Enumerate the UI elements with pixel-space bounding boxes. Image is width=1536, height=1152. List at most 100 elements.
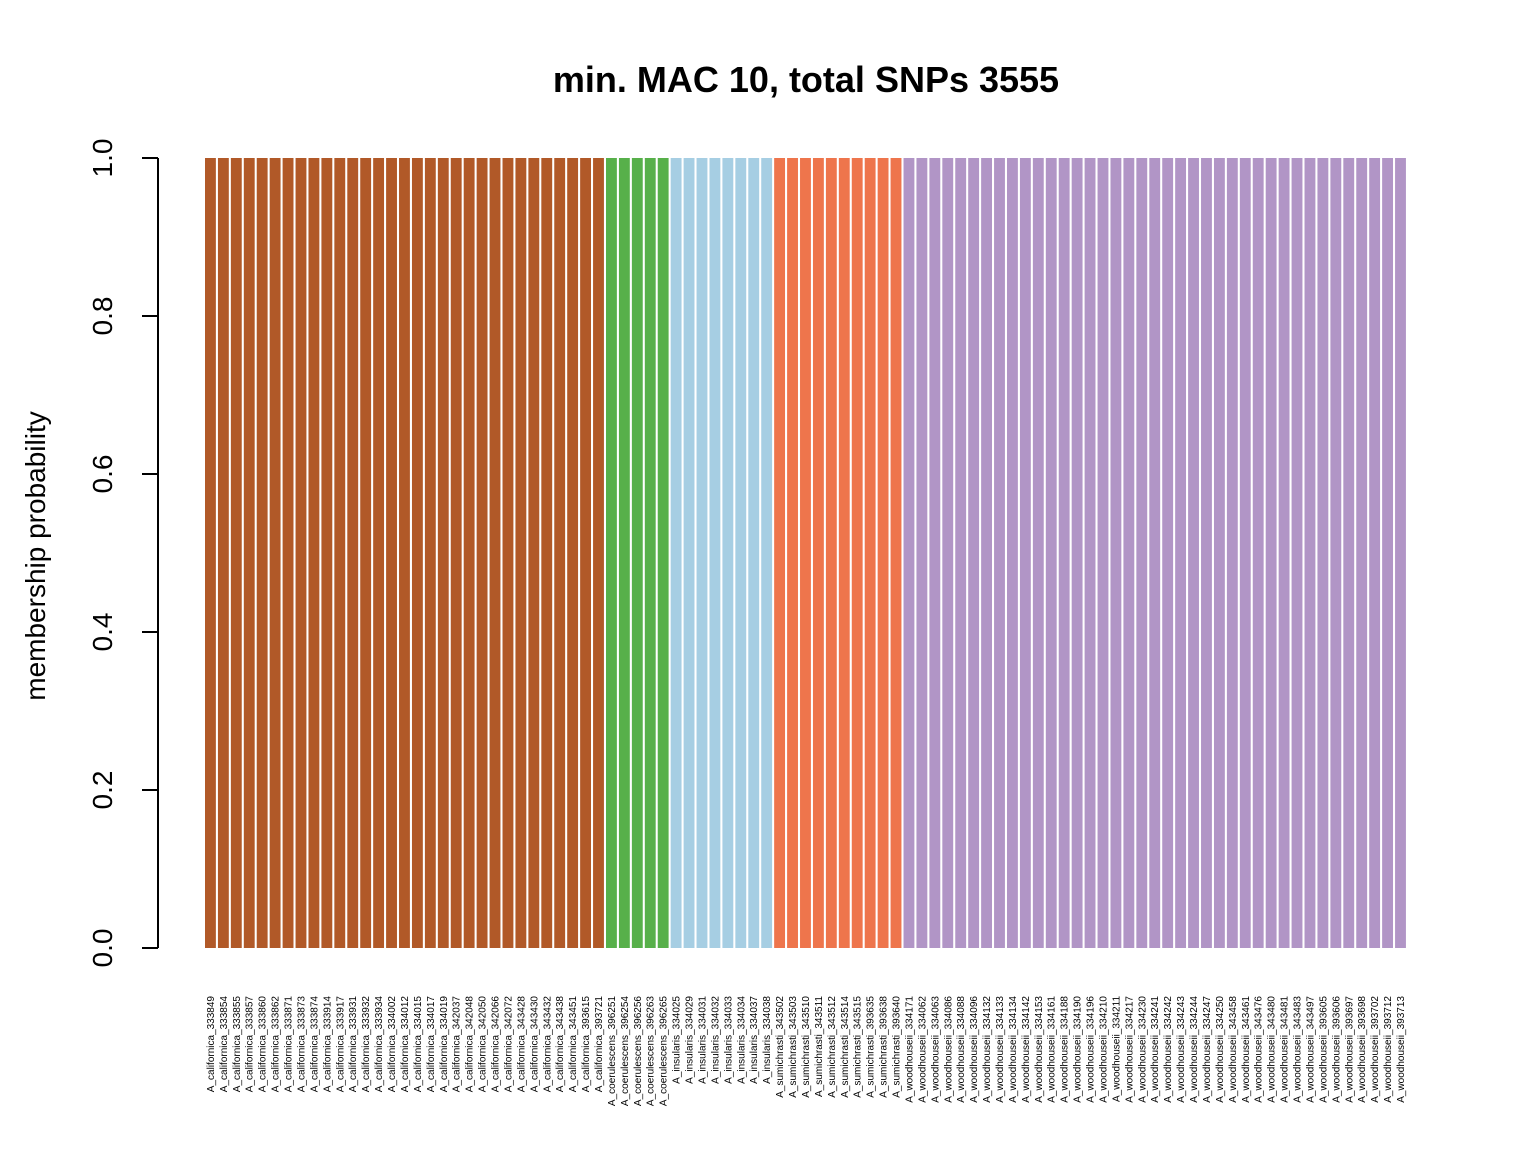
bar-A_woodhouseii_334063 (929, 158, 941, 948)
x-tick-label: A_insularis_334031 (697, 996, 708, 1084)
x-tick-label: A_woodhouseii_334161 (1047, 996, 1058, 1103)
bar-A_insularis_334038 (761, 158, 773, 948)
x-tick-label: A_californica_342072 (503, 996, 514, 1093)
y-tick-label: 0.4 (87, 613, 118, 652)
bar-A_californica_333855 (230, 158, 242, 948)
bar-A_woodhouseii_334134 (1007, 158, 1018, 948)
x-tick-label: A_californica_333871 (284, 996, 295, 1093)
x-tick-label: A_woodhouseii_393605 (1318, 996, 1329, 1103)
x-tick-label: A_californica_343438 (555, 996, 566, 1093)
bar-A_woodhouseii_334241 (1149, 158, 1161, 948)
bar-A_woodhouseii_393605 (1317, 158, 1329, 948)
x-tick-label: A_woodhouseii_334244 (1189, 996, 1200, 1103)
x-tick-label: A_woodhouseii_334133 (995, 996, 1006, 1103)
x-tick-label: A_woodhouseii_334142 (1021, 996, 1032, 1103)
bar-A_woodhouseii_334244 (1188, 158, 1199, 948)
x-tick-label: A_sumichrasti_393635 (866, 996, 877, 1098)
bar-A_coerulescens_396265 (657, 158, 669, 948)
x-tick-label: A_californica_342066 (491, 996, 502, 1093)
bar-A_sumichrasti_343502 (774, 158, 786, 948)
x-tick-label: A_sumichrasti_343511 (814, 996, 825, 1097)
y-tick-label: 1.0 (87, 139, 118, 178)
x-tick-label: A_woodhouseii_393606 (1331, 996, 1342, 1103)
bar-A_woodhouseii_334188 (1058, 158, 1070, 948)
bar-A_woodhouseii_334086 (942, 158, 954, 948)
x-tick-label: A_woodhouseii_334241 (1150, 996, 1161, 1103)
bar-A_woodhouseii_334096 (968, 158, 980, 948)
x-tick-label: A_californica_334015 (413, 996, 424, 1093)
bar-A_sumichrasti_393638 (877, 158, 889, 948)
bar-A_insularis_334031 (696, 158, 708, 948)
x-tick-label: A_insularis_334033 (723, 996, 734, 1084)
x-tick-label: A_woodhouseii_343476 (1254, 996, 1265, 1103)
bars-group (205, 158, 1406, 948)
y-tick-label: 0.2 (87, 771, 118, 810)
x-tick-label: A_woodhouseii_334242 (1163, 996, 1174, 1103)
x-tick-label: A_coerulescens_396265 (659, 996, 670, 1107)
bar-A_sumichrasti_393640 (890, 158, 902, 948)
bar-A_californica_343438 (554, 158, 566, 948)
x-tick-label: A_californica_333917 (335, 996, 346, 1093)
x-tick-label: A_californica_333932 (361, 996, 372, 1093)
bar-A_coerulescens_396254 (618, 158, 630, 948)
bar-A_woodhouseii_334230 (1136, 158, 1148, 948)
x-tick-label: A_woodhouseii_334096 (969, 996, 980, 1103)
bar-A_woodhouseii_334133 (994, 158, 1005, 948)
bar-A_californica_342072 (502, 158, 514, 948)
bar-A_woodhouseii_334088 (955, 158, 967, 948)
x-tick-label: A_woodhouseii_334190 (1073, 996, 1084, 1103)
x-tick-label: A_woodhouseii_343461 (1241, 996, 1252, 1103)
x-tick-label: A_woodhouseii_334210 (1098, 996, 1109, 1103)
x-tick-label: A_sumichrasti_343515 (853, 996, 864, 1098)
bar-A_californica_334015 (411, 158, 423, 948)
x-tick-label: A_californica_333860 (258, 996, 269, 1093)
x-tick-label: A_woodhouseii_334062 (917, 996, 928, 1103)
x-tick-label: A_insularis_334037 (749, 996, 760, 1084)
bar-A_coerulescens_396263 (644, 158, 656, 948)
bar-A_insularis_334033 (722, 158, 734, 948)
bar-A_woodhouseii_343476 (1252, 158, 1264, 948)
bar-A_californica_342066 (489, 158, 501, 948)
x-tick-label: A_sumichrasti_343503 (788, 996, 799, 1098)
bar-A_californica_333934 (373, 158, 385, 948)
bar-A_woodhouseii_334153 (1032, 158, 1044, 948)
x-tick-label: A_coerulescens_396263 (646, 996, 657, 1107)
bar-A_coerulescens_396256 (631, 158, 643, 948)
x-tick-label: A_woodhouseii_334250 (1215, 996, 1226, 1103)
bar-A_californica_333917 (334, 158, 346, 948)
bar-A_californica_334012 (399, 158, 410, 948)
bar-A_californica_343430 (528, 158, 540, 948)
x-tick-label: A_woodhouseii_334086 (943, 996, 954, 1103)
bar-A_sumichrasti_343503 (787, 158, 798, 948)
x-tick-label: A_californica_333914 (322, 996, 333, 1093)
bar-A_sumichrasti_343510 (800, 158, 811, 948)
x-tick-label: A_insularis_334038 (762, 996, 773, 1084)
bar-A_woodhouseii_334161 (1045, 158, 1057, 948)
x-tick-label: A_californica_333874 (309, 996, 320, 1093)
bar-A_insularis_334025 (670, 158, 682, 948)
x-tick-label: A_californica_342048 (465, 996, 476, 1093)
x-tick-label: A_woodhouseii_334243 (1176, 996, 1187, 1103)
bar-A_woodhouseii_334242 (1162, 158, 1174, 948)
bar-A_woodhouseii_334247 (1201, 158, 1212, 948)
bar-A_woodhouseii_343481 (1278, 158, 1290, 948)
x-tick-label: A_woodhouseii_334188 (1060, 996, 1071, 1103)
bar-A_woodhouseii_393713 (1395, 158, 1406, 948)
y-axis: 0.0 0.2 0.4 0.6 0.8 1.0 (87, 139, 159, 967)
x-tick-label: A_woodhouseii_334132 (982, 996, 993, 1103)
bar-A_californica_333849 (205, 158, 216, 948)
bar-A_insularis_334029 (683, 158, 695, 948)
bar-A_californica_343451 (567, 158, 579, 948)
x-tick-label: A_insularis_334032 (710, 996, 721, 1084)
chart-title: min. MAC 10, total SNPs 3555 (553, 59, 1059, 100)
bar-A_woodhouseii_334142 (1019, 158, 1031, 948)
x-tick-label: A_woodhouseii_334211 (1111, 996, 1122, 1102)
bar-A_californica_342037 (450, 158, 462, 948)
x-tick-label: A_sumichrasti_343510 (801, 996, 812, 1098)
x-tick-label: A_woodhouseii_334230 (1137, 996, 1148, 1103)
x-tick-label: A_californica_333931 (348, 996, 359, 1093)
bar-A_woodhouseii_343497 (1304, 158, 1316, 948)
bar-A_californica_333873 (295, 158, 307, 948)
bar-A_woodhouseii_393702 (1369, 158, 1381, 948)
